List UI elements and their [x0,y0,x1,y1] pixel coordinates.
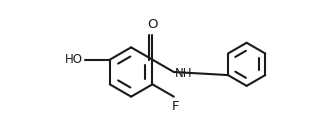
Text: NH: NH [175,67,193,80]
Text: HO: HO [65,53,83,66]
Text: F: F [172,100,179,113]
Text: O: O [147,18,158,31]
